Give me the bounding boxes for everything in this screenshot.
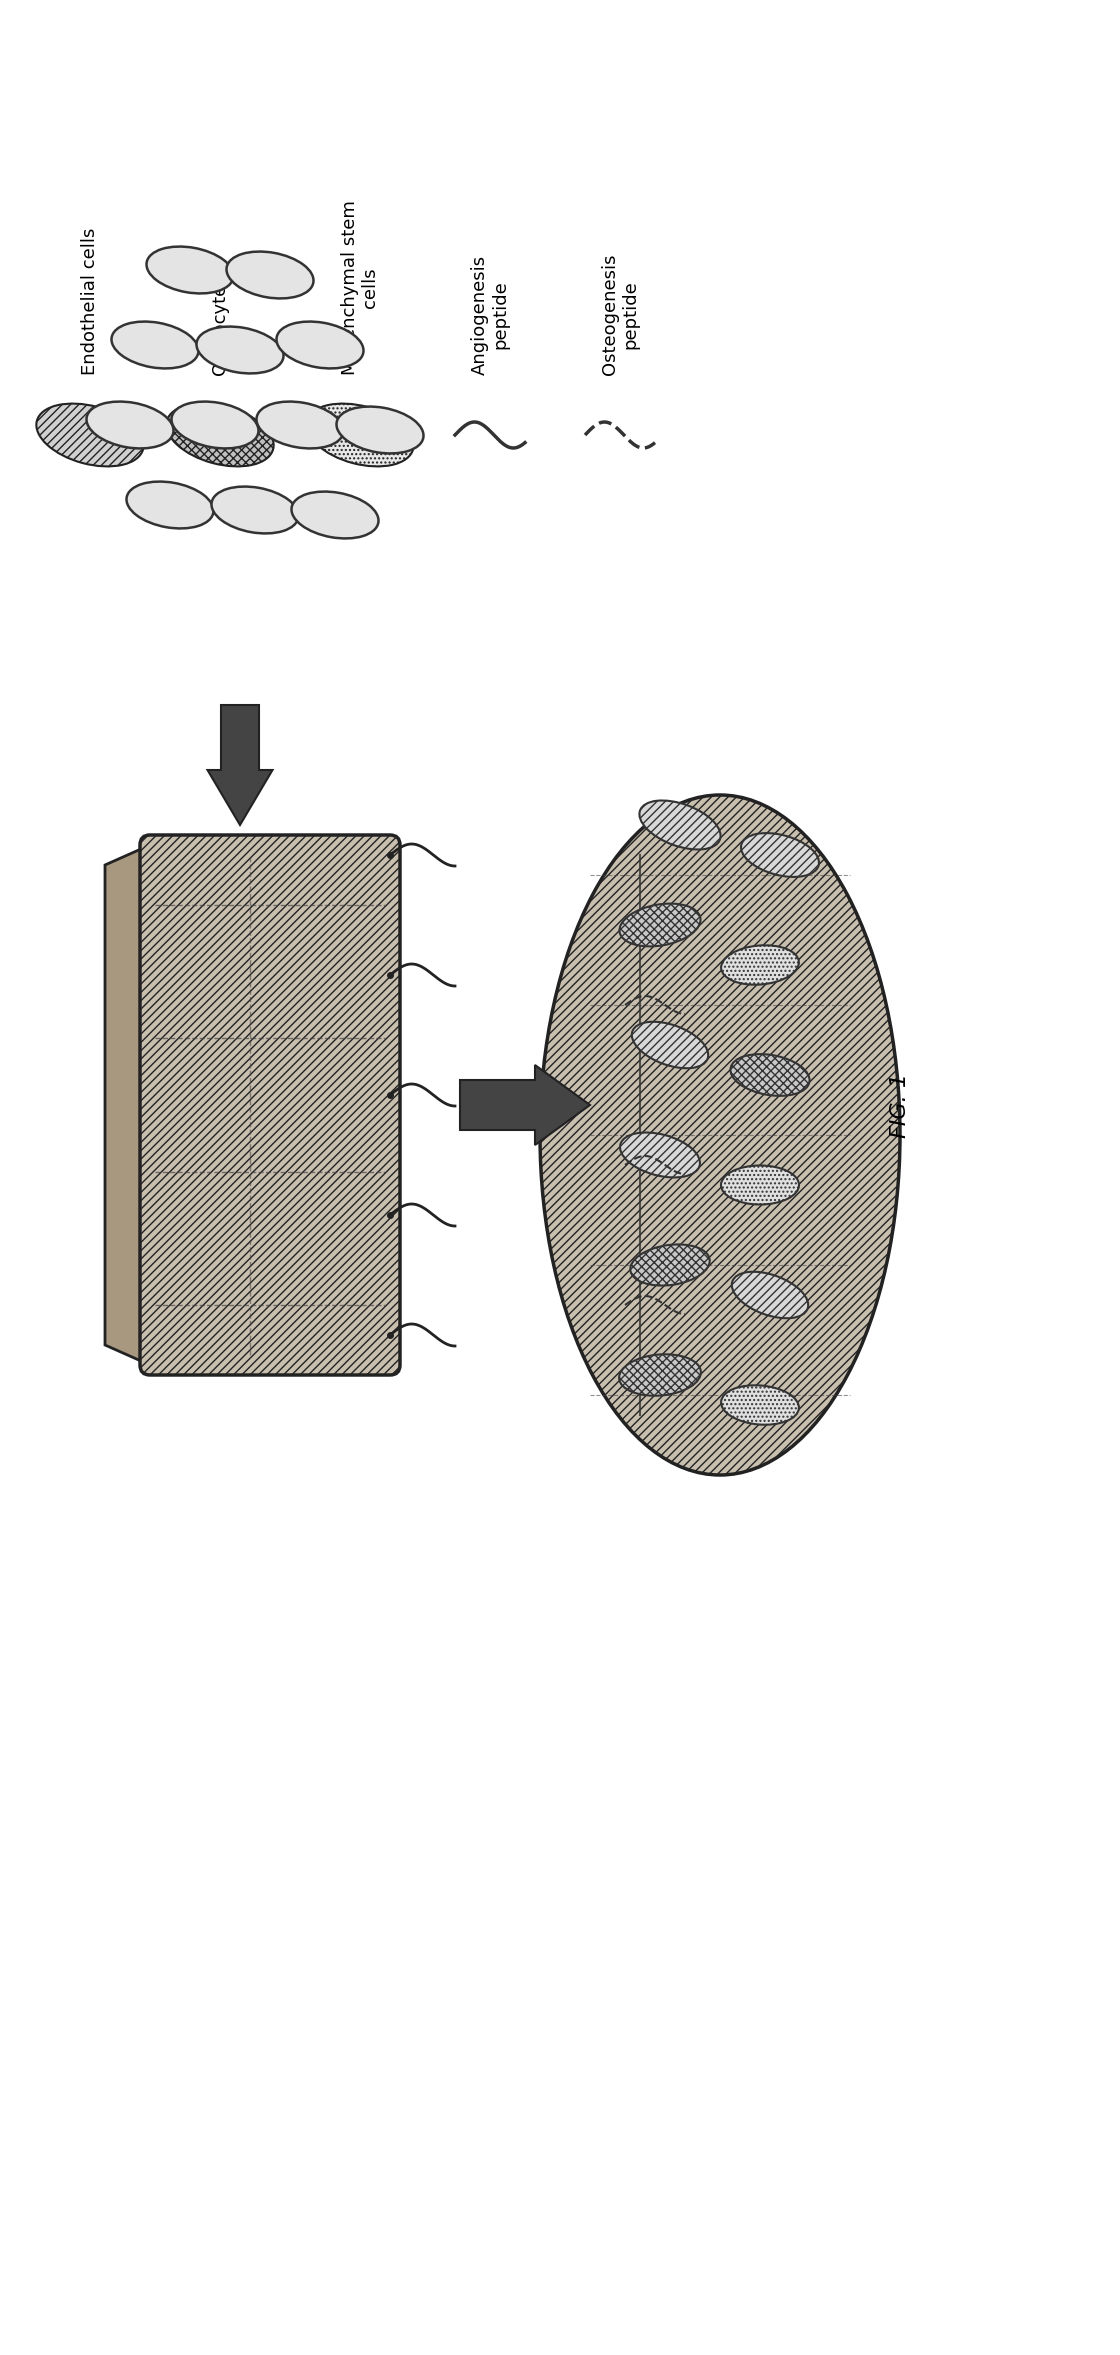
Text: Mesenchymal stem
cells: Mesenchymal stem cells <box>340 200 380 374</box>
Ellipse shape <box>212 487 299 535</box>
Polygon shape <box>105 845 150 1366</box>
Text: Endothelial cells: Endothelial cells <box>81 228 99 374</box>
Ellipse shape <box>620 1133 700 1178</box>
FancyBboxPatch shape <box>140 836 400 1375</box>
Ellipse shape <box>741 834 819 876</box>
Ellipse shape <box>619 904 700 947</box>
Text: Osteocytes: Osteocytes <box>211 276 228 374</box>
Ellipse shape <box>619 1354 701 1397</box>
Ellipse shape <box>721 1166 799 1203</box>
Ellipse shape <box>127 480 214 528</box>
FancyArrow shape <box>207 704 272 824</box>
Ellipse shape <box>196 327 283 374</box>
Ellipse shape <box>307 403 413 466</box>
Text: Osteogenesis
peptide: Osteogenesis peptide <box>600 254 640 374</box>
Ellipse shape <box>336 407 423 455</box>
Ellipse shape <box>540 796 900 1474</box>
Ellipse shape <box>721 944 799 984</box>
FancyArrow shape <box>460 1064 590 1145</box>
Ellipse shape <box>721 1385 799 1425</box>
Text: FIG. 1: FIG. 1 <box>890 1072 909 1137</box>
Ellipse shape <box>631 1243 710 1286</box>
Ellipse shape <box>36 403 143 466</box>
Ellipse shape <box>147 247 233 294</box>
Ellipse shape <box>86 403 174 447</box>
Ellipse shape <box>112 323 198 367</box>
Ellipse shape <box>167 403 273 466</box>
Ellipse shape <box>277 323 364 367</box>
Ellipse shape <box>640 801 720 850</box>
Ellipse shape <box>632 1022 708 1069</box>
Ellipse shape <box>291 492 379 539</box>
Ellipse shape <box>226 252 314 299</box>
Ellipse shape <box>731 1272 809 1319</box>
Ellipse shape <box>730 1055 810 1095</box>
Ellipse shape <box>171 403 259 447</box>
Text: Angiogenesis
peptide: Angiogenesis peptide <box>470 254 510 374</box>
Ellipse shape <box>256 403 344 447</box>
